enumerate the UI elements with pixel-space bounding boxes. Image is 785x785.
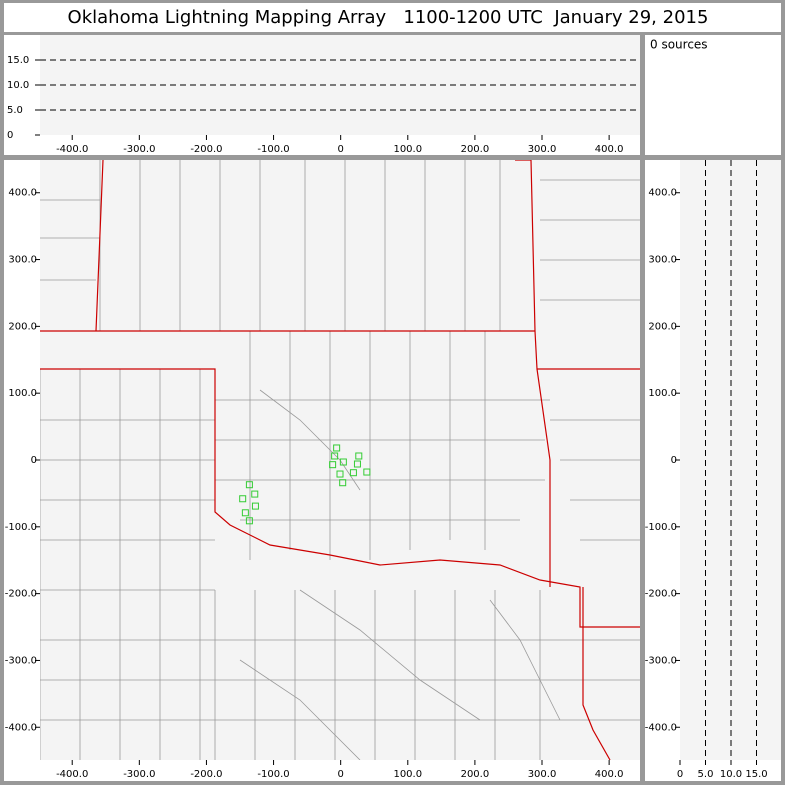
y-tick-label: 400.0 <box>648 188 677 199</box>
x-tick-label: 400.0 <box>595 769 624 780</box>
title-bar <box>4 3 781 32</box>
y-tick-label: 100.0 <box>8 388 37 399</box>
x-tick-label: 5.0 <box>698 769 714 780</box>
y-tick-label: -200.0 <box>645 589 677 600</box>
x-tick-label: 300.0 <box>528 769 557 780</box>
y-tick-label: -400.0 <box>5 722 37 733</box>
station <box>245 481 253 489</box>
y-tick-label: 5.0 <box>7 105 23 116</box>
source-count: 0 sources <box>650 38 708 52</box>
y-tick-label: -100.0 <box>5 522 37 533</box>
x-tick-label: 10.0 <box>720 769 742 780</box>
state-borders <box>40 160 640 760</box>
station <box>251 502 259 510</box>
x-tick-label: 300.0 <box>528 144 557 155</box>
y-tick-label: 0 <box>7 130 13 141</box>
x-tick-label: 200.0 <box>461 769 490 780</box>
county-lines <box>40 160 640 760</box>
station <box>245 517 253 525</box>
station <box>333 444 341 452</box>
x-tick-label: 15.0 <box>745 769 767 780</box>
station <box>363 468 371 476</box>
y-tick-label: 15.0 <box>7 55 29 66</box>
station <box>251 490 259 498</box>
x-tick-label: 0 <box>677 769 683 780</box>
station <box>339 479 347 487</box>
y-tick-label: -400.0 <box>645 722 677 733</box>
x-tick-label: 100.0 <box>393 769 422 780</box>
x-tick-label: 100.0 <box>393 144 422 155</box>
y-tick-label: 0 <box>31 455 37 466</box>
x-tick-label: 400.0 <box>595 144 624 155</box>
station <box>349 469 357 477</box>
x-tick-label: -200.0 <box>190 144 222 155</box>
station <box>329 461 337 469</box>
y-tick-label: 400.0 <box>8 188 37 199</box>
x-tick-label: -300.0 <box>123 144 155 155</box>
station <box>339 458 347 466</box>
y-tick-label: 100.0 <box>648 388 677 399</box>
x-tick-label: 0 <box>337 769 343 780</box>
station <box>353 460 361 468</box>
x-tick-label: -100.0 <box>257 769 289 780</box>
title: Oklahoma Lightning Mapping Array 1100-12… <box>68 7 709 28</box>
y-tick-label: 200.0 <box>648 321 677 332</box>
x-tick-label: -200.0 <box>190 769 222 780</box>
x-tick-label: -400.0 <box>56 144 88 155</box>
station <box>331 452 339 460</box>
x-tick-label: -400.0 <box>56 769 88 780</box>
y-tick-label: 300.0 <box>8 255 37 266</box>
y-tick-label: -100.0 <box>645 522 677 533</box>
y-tick-label: 10.0 <box>7 80 29 91</box>
y-tick-label: 300.0 <box>648 255 677 266</box>
x-tick-label: 200.0 <box>461 144 490 155</box>
station <box>336 470 344 478</box>
x-tick-label: -100.0 <box>257 144 289 155</box>
x-tick-label: 0 <box>337 144 343 155</box>
y-tick-label: -200.0 <box>5 589 37 600</box>
panel <box>645 35 781 155</box>
y-tick-label: 0 <box>671 455 677 466</box>
y-tick-label: -300.0 <box>5 655 37 666</box>
station <box>239 495 247 503</box>
y-tick-label: 200.0 <box>8 321 37 332</box>
station <box>355 452 363 460</box>
y-tick-label: -300.0 <box>645 655 677 666</box>
station <box>241 509 249 517</box>
x-tick-label: -300.0 <box>123 769 155 780</box>
